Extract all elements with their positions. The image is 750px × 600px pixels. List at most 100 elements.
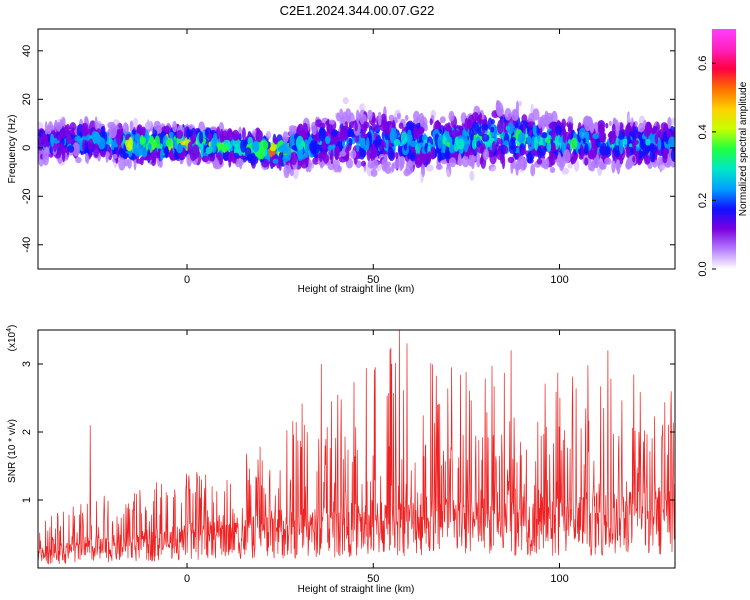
spectrogram-cell bbox=[94, 116, 98, 130]
spectrogram-cell bbox=[439, 128, 443, 134]
spectrogram-cell bbox=[266, 130, 272, 140]
spectrogram-cell bbox=[334, 145, 340, 155]
spectrogram-cell bbox=[324, 136, 331, 144]
spectrogram-cell bbox=[67, 145, 75, 153]
spectrogram-cell bbox=[652, 125, 657, 135]
spectrogram-cell bbox=[409, 140, 417, 148]
spectrogram-cell bbox=[667, 116, 672, 129]
spectrogram-cell bbox=[414, 153, 422, 169]
spectrogram-cell bbox=[359, 103, 366, 112]
spectrogram-cell bbox=[405, 101, 409, 112]
spectrogram-cell bbox=[356, 142, 360, 153]
spectrogram-cell bbox=[413, 126, 418, 138]
spectrogram-cell bbox=[63, 109, 72, 120]
spectrogram-cell bbox=[129, 120, 134, 133]
spectrogram-cell bbox=[76, 135, 82, 144]
spectrogram-cell bbox=[471, 138, 477, 150]
spectrogram-cell bbox=[101, 150, 106, 156]
spectrogram-cell bbox=[568, 121, 572, 135]
spectrogram-cell bbox=[169, 151, 174, 160]
spectrogram-cell bbox=[518, 100, 523, 107]
x-tick-label: 50 bbox=[367, 573, 379, 585]
spectrogram-cell bbox=[62, 148, 66, 163]
spectrogram-cell bbox=[630, 167, 638, 181]
spectrogram-cell bbox=[163, 125, 170, 132]
spectrogram-cell bbox=[56, 135, 63, 141]
spectrogram-cell bbox=[278, 157, 282, 171]
spectrogram-cell bbox=[611, 123, 616, 134]
spectrogram-cell bbox=[81, 122, 89, 137]
spectrogram-cell bbox=[482, 148, 489, 161]
spectrogram-cell bbox=[295, 135, 304, 151]
spectrogram-cell bbox=[519, 164, 525, 173]
spectrogram-cell bbox=[430, 146, 436, 160]
spectrogram-cell bbox=[385, 139, 389, 149]
spectrogram-cell bbox=[379, 174, 385, 188]
spectrogram-cell bbox=[38, 121, 44, 130]
spectrogram-cell bbox=[223, 120, 228, 131]
colorbar-ticks: 0.0 0.2 0.4 0.6 bbox=[697, 56, 716, 277]
spectrogram-cell bbox=[463, 138, 469, 153]
spectrogram-cell bbox=[231, 155, 237, 164]
spectrogram-cell bbox=[578, 127, 587, 140]
spectrogram-cell bbox=[395, 97, 401, 104]
spectrogram-cell bbox=[329, 119, 335, 125]
spectrogram-cell bbox=[313, 132, 321, 142]
spectrogram-cell bbox=[252, 140, 260, 153]
spectrogram-cell bbox=[662, 151, 668, 164]
spectrogram-cell bbox=[331, 129, 338, 137]
spectrogram-cell bbox=[629, 131, 636, 137]
spectrogram-cell bbox=[584, 108, 589, 118]
spectrogram-cell bbox=[532, 124, 537, 136]
spectrogram-cell bbox=[582, 137, 586, 145]
spectrogram-cell bbox=[202, 155, 209, 163]
spectrogram-cell bbox=[366, 147, 371, 162]
spectrogram-cell bbox=[580, 145, 585, 160]
spectrogram-cell bbox=[657, 138, 662, 151]
spectrogram-cell bbox=[223, 139, 231, 146]
spectrogram-cell bbox=[537, 145, 542, 160]
spectrogram-cell bbox=[324, 167, 329, 178]
spectrogram-cell bbox=[507, 156, 515, 164]
colorbar: 0.0 0.2 0.4 0.6 Normalized spectral amplitu… bbox=[697, 29, 749, 277]
bottom-x-axis-label: Height of straight line (km) bbox=[298, 584, 415, 595]
spectrogram-cell bbox=[419, 116, 428, 130]
spectrogram-cell bbox=[172, 120, 178, 133]
spectrogram-cell bbox=[663, 130, 668, 143]
spectrogram-cell bbox=[549, 167, 556, 173]
spectrogram-cell bbox=[355, 109, 360, 124]
spectrogram-cell bbox=[154, 135, 160, 149]
colorbar-tick-label: 0.4 bbox=[697, 124, 709, 139]
spectrogram-cell bbox=[389, 165, 394, 174]
spectrogram-cell bbox=[457, 153, 462, 167]
spectrogram-cell bbox=[544, 158, 550, 168]
spectrogram-cell bbox=[176, 130, 184, 139]
spectrogram-cell bbox=[249, 152, 256, 166]
spectrogram-cell bbox=[393, 138, 401, 146]
spectrogram-cell bbox=[625, 146, 631, 158]
spectrogram-cell bbox=[654, 133, 659, 144]
spectrogram-cell bbox=[458, 125, 463, 139]
spectrogram-cell bbox=[72, 142, 80, 157]
spectrogram-cell bbox=[326, 124, 333, 134]
spectrogram-cell bbox=[337, 166, 342, 173]
spectrogram-cell bbox=[256, 166, 265, 176]
spectrogram-cell bbox=[413, 110, 420, 122]
spectrogram-cell bbox=[639, 138, 647, 150]
spectrogram-cell bbox=[360, 149, 367, 158]
spectrogram-cell bbox=[132, 140, 137, 153]
spectrogram-cell bbox=[597, 109, 604, 116]
spectrogram-cell bbox=[429, 118, 433, 126]
spectrogram-cell bbox=[545, 137, 551, 144]
spectrogram-cell bbox=[49, 115, 53, 122]
spectrogram-cell bbox=[467, 148, 476, 156]
spectrogram-cell bbox=[530, 163, 536, 177]
spectrogram-cell bbox=[606, 146, 611, 155]
spectrogram-cell bbox=[444, 130, 448, 137]
spectrogram-cell bbox=[87, 138, 94, 151]
spectrogram-cell bbox=[398, 122, 404, 129]
spectrogram-cell bbox=[526, 135, 532, 145]
spectrogram-cell bbox=[267, 125, 275, 138]
x-tick-label: 0 bbox=[184, 573, 190, 585]
